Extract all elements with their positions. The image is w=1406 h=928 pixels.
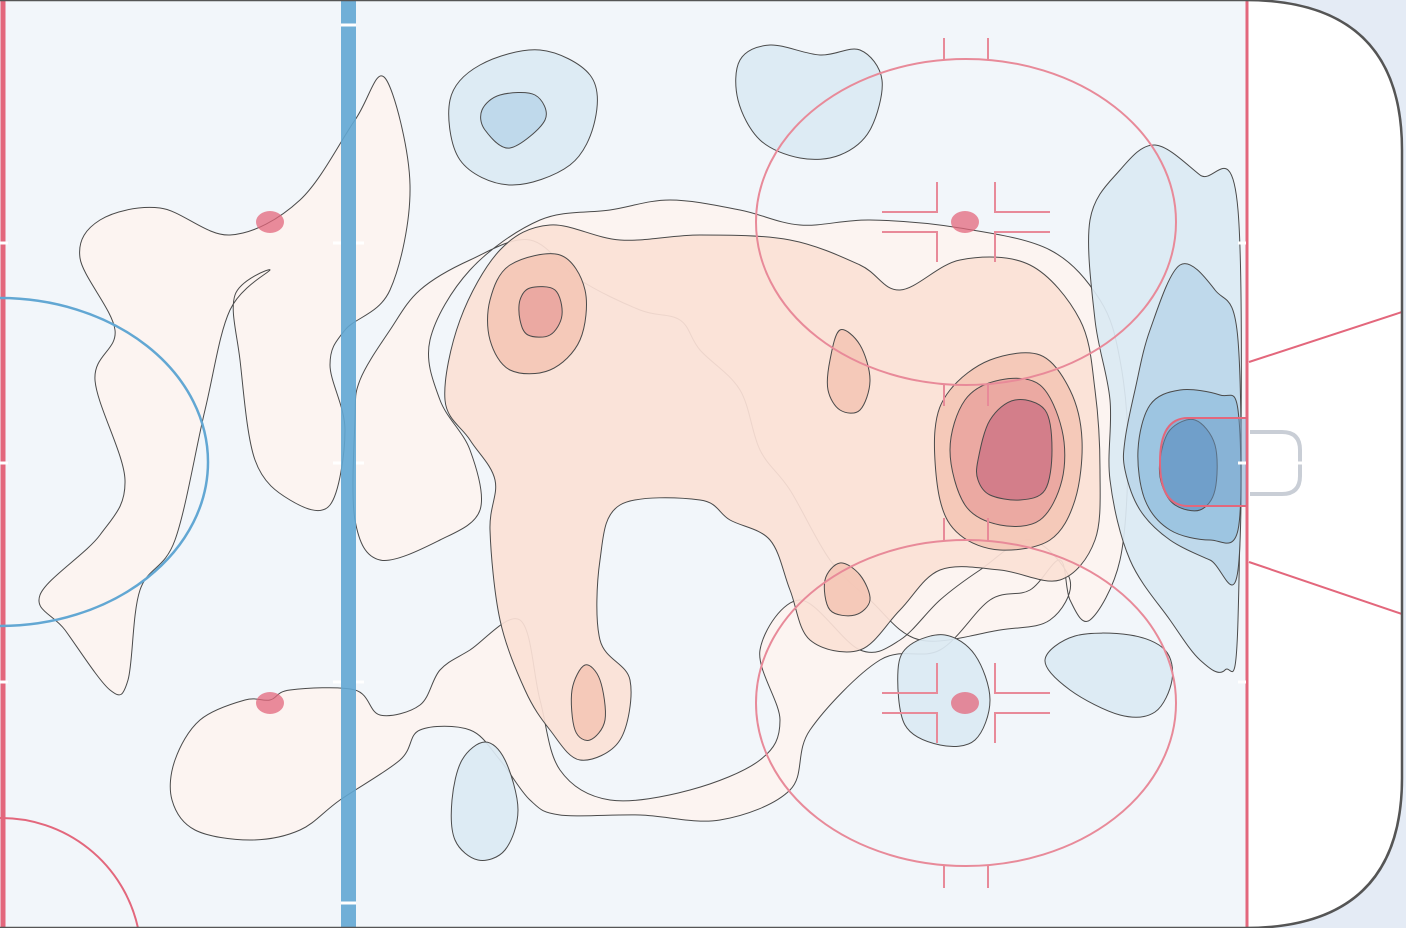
board-gridlines — [0, 21, 1402, 905]
trapezoid-line-bottom — [1248, 561, 1402, 615]
contour-positive-level-5-10 — [976, 399, 1053, 501]
blue-line — [341, 0, 356, 928]
faceoff-circle-top — [755, 58, 1177, 386]
faceoff-circle-bottom — [755, 539, 1177, 867]
center-ice-circle — [0, 296, 210, 628]
contour-negative-level-2-12 — [480, 91, 547, 149]
hash-marks-top — [882, 38, 1050, 406]
offensive-dot-bottom — [951, 692, 979, 714]
contour-negative-level-1-19 — [1044, 632, 1174, 718]
goal-crease — [1158, 417, 1248, 507]
contour-positive-level-3-6 — [570, 664, 606, 741]
trapezoid-line-top — [1248, 311, 1402, 363]
contour-negative-level-1-13 — [735, 44, 883, 160]
contour-positive-level-4-9 — [518, 286, 563, 338]
neutral-dot-top — [256, 211, 284, 233]
neutral-dot-bottom — [256, 692, 284, 714]
contour-positive-level-2-2 — [444, 224, 1101, 761]
faceoff-dots — [256, 211, 979, 714]
contour-negative-level-1-18 — [897, 634, 991, 747]
offensive-dot-top — [951, 211, 979, 233]
heatmap-contours — [38, 44, 1242, 861]
hash-marks-bottom — [882, 518, 1050, 888]
neutral-zone-circle-arc — [0, 816, 139, 928]
contour-negative-level-1-20 — [450, 741, 519, 861]
